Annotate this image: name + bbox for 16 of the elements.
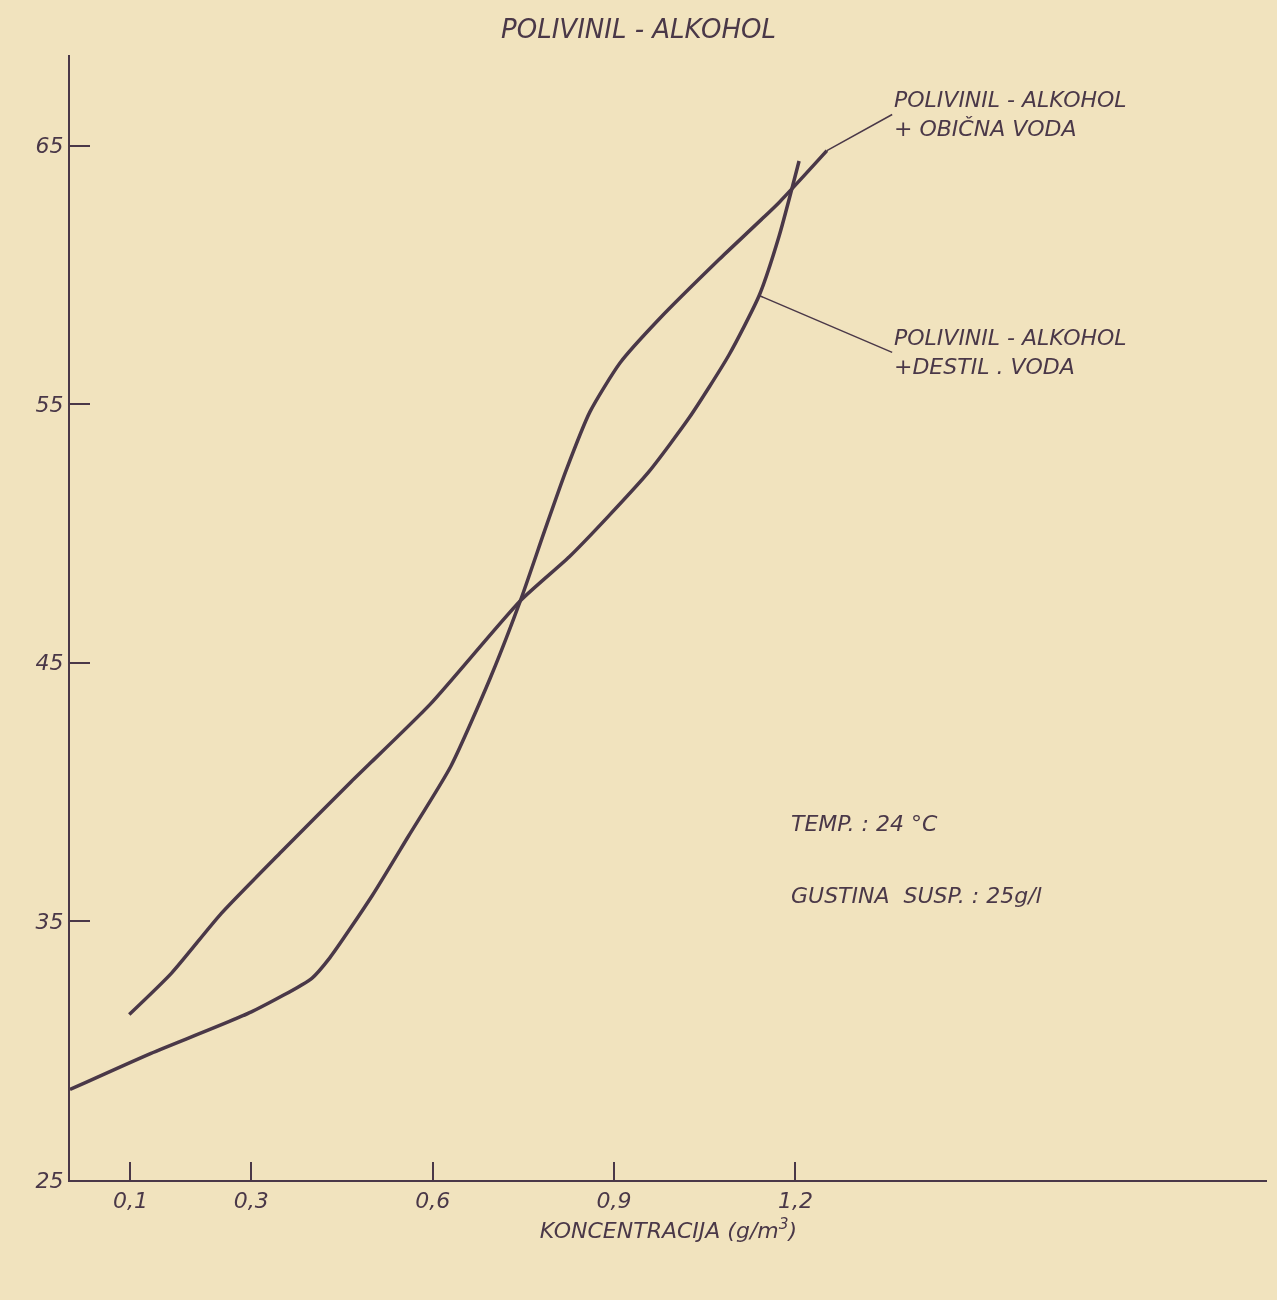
x-tick-label: 0,9 xyxy=(596,1188,632,1214)
y-tick-label: 35 xyxy=(35,909,64,935)
chart-title: POLIVINIL - ALKOHOL xyxy=(501,13,776,44)
text: POLIVINIL - ALKOHOL + OBIČNA VODA xyxy=(894,87,1127,141)
y-tick-label: 55 xyxy=(35,391,64,417)
x-tick-label: 0,3 xyxy=(233,1188,269,1214)
y-tick-label: 25 xyxy=(35,1167,64,1193)
x-tick-label: 0,1 xyxy=(112,1188,148,1214)
annotation: TEMP. : 24 °C xyxy=(791,811,938,836)
text: POLIVINIL - ALKOHOL +DESTIL . VODA xyxy=(894,325,1127,379)
x-tick-label: 1,2 xyxy=(777,1188,813,1214)
annotation: GUSTINA SUSP. : 25g/l xyxy=(791,883,1042,908)
x-tick-label: 0,6 xyxy=(415,1188,451,1214)
y-tick-label: 45 xyxy=(35,650,64,676)
x-axis-title: KONCENTRACIJA (g/m$^{3}$) xyxy=(539,1214,798,1243)
y-tick-label: 65 xyxy=(35,133,64,159)
